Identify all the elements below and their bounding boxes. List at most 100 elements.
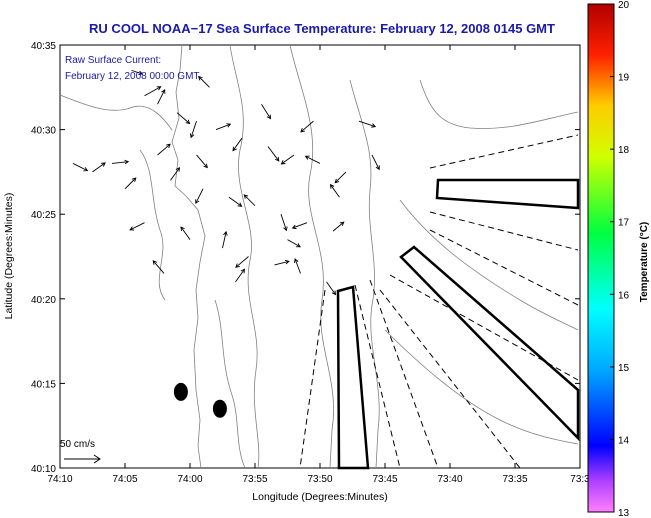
current-vector-head — [334, 178, 340, 184]
plot-frame — [59, 44, 581, 469]
colorbar-tick-label: 17 — [618, 218, 630, 229]
x-axis-ticks: 74:10 74:05 74:00 73:55 73:50 73:45 73:40 73:35… — [47, 45, 590, 485]
current-vector — [292, 222, 308, 229]
current-vector-head — [266, 114, 271, 120]
colorbar-label: Temperature (°C) — [639, 222, 650, 303]
x-tick-label: 73:45 — [372, 474, 397, 485]
current-vector-head — [189, 133, 195, 139]
x-tick-label: 74:10 — [47, 474, 72, 485]
current-vector — [157, 89, 166, 105]
current-vector-head — [138, 70, 144, 76]
scale-label: 50 cm/s — [60, 439, 95, 450]
current-vector — [196, 154, 208, 168]
y-axis-label: Latitude (Degrees:Minutes) — [3, 193, 15, 320]
colorbar-tick-label: 16 — [618, 290, 630, 301]
current-vector — [305, 155, 321, 164]
beam-polygon-east — [435, 178, 580, 210]
current-vector-head — [232, 146, 237, 152]
colorbar-tick-label: 20 — [618, 0, 630, 11]
colorbar-tick-label: 18 — [618, 145, 630, 156]
y-tick-label: 40:25 — [31, 210, 56, 221]
y-tick-label: 40:15 — [31, 379, 56, 390]
x-tick-label: 73:40 — [437, 474, 462, 485]
current-vector — [300, 120, 314, 133]
current-vector-head — [101, 162, 106, 167]
colorbar-tick-label: 19 — [618, 73, 630, 84]
colorbar-tick-label: 14 — [618, 435, 630, 446]
colorbar-tick-label: 13 — [618, 508, 630, 518]
current-vector-head — [129, 226, 135, 231]
current-vector — [287, 239, 301, 248]
colorbar — [587, 3, 615, 513]
current-vector — [152, 260, 165, 274]
current-vector — [129, 222, 145, 231]
current-vector-head — [339, 221, 345, 227]
beam-polygon-south — [336, 285, 370, 470]
contour-3 — [349, 79, 380, 469]
current-vector-head — [296, 243, 301, 248]
current-vector-head — [156, 86, 162, 91]
radar-beam-polygons — [336, 178, 580, 470]
colorbar-tick-label: 15 — [618, 363, 630, 374]
current-vector-head — [240, 268, 246, 274]
current-vector-head — [161, 88, 166, 94]
y-axis-ticks: 40:35 40:30 40:25 40:20 40:15 40:10 — [31, 41, 580, 475]
current-vector-head — [198, 75, 203, 81]
current-vector — [243, 194, 256, 207]
annotation-line-1: Raw Surface Current: — [65, 55, 161, 66]
current-vector — [170, 167, 180, 181]
current-vector — [232, 137, 243, 151]
current-vector-head — [371, 123, 377, 128]
current-vector — [274, 260, 290, 266]
current-vector-head — [304, 155, 310, 160]
current-vector-head — [152, 260, 158, 265]
current-vector-head — [83, 167, 89, 172]
current-vector-head — [180, 226, 185, 232]
current-vector-head — [274, 156, 280, 162]
current-vector-head — [195, 199, 200, 205]
current-vector — [157, 143, 171, 156]
current-vector-head — [166, 143, 171, 149]
x-tick-label: 73:3 — [570, 474, 590, 485]
current-vector — [261, 103, 271, 119]
colorbar-ticks: 20 19 18 17 16 15 14 13 — [610, 0, 630, 518]
current-vector-head — [235, 263, 240, 268]
annotation-line-2: February 12, 2008 00:00 GMT — [65, 71, 200, 82]
contour-4 — [419, 79, 579, 129]
plot-area: Raw Surface Current: February 12, 2008 0… — [59, 44, 581, 470]
chart-title: RU COOL NOAA−17 Sea Surface Temperature:… — [89, 21, 555, 36]
x-tick-label: 73:35 — [502, 474, 527, 485]
beam-polygon-southeast — [399, 245, 580, 442]
current-vector-head — [284, 259, 290, 265]
current-vector — [198, 76, 210, 88]
station-marker — [173, 382, 188, 401]
current-vector — [144, 86, 161, 97]
bathymetry-contours — [59, 44, 579, 469]
current-vector — [131, 69, 143, 75]
current-vector — [267, 146, 280, 162]
x-tick-label: 74:00 — [177, 474, 202, 485]
station-markers — [173, 382, 227, 418]
current-vector — [111, 161, 129, 164]
current-vector — [235, 269, 245, 283]
y-tick-label: 40:10 — [31, 464, 56, 475]
y-tick-label: 40:30 — [31, 126, 56, 137]
current-vector — [215, 123, 231, 131]
x-axis-label: Longitude (Degrees:Minutes) — [252, 491, 387, 503]
current-vector-head — [291, 224, 297, 230]
current-vector — [124, 177, 137, 190]
current-vector — [180, 226, 191, 240]
radial-dashed-lines — [299, 134, 579, 469]
scale-arrow-head — [93, 454, 101, 464]
current-vector — [326, 281, 336, 295]
contour-9 — [59, 94, 173, 131]
current-vector-head — [331, 290, 337, 296]
current-vector-head — [175, 166, 181, 172]
contour-6 — [384, 329, 579, 445]
current-vector-head — [329, 183, 335, 189]
current-vector — [358, 120, 376, 127]
current-vector-head — [283, 226, 288, 232]
y-tick-label: 40:20 — [31, 295, 56, 306]
contour-8 — [214, 299, 246, 469]
